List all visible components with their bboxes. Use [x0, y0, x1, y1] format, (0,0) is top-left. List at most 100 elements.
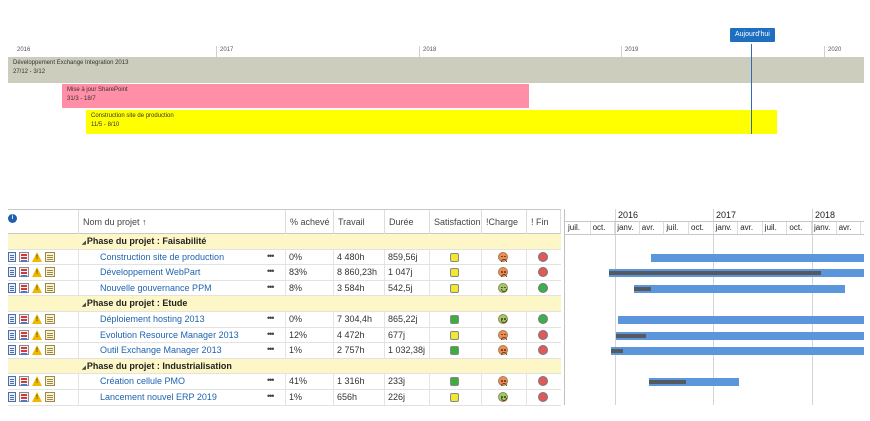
duration-cell: 677j — [385, 327, 430, 343]
warning-icon[interactable] — [32, 376, 42, 387]
document-icon[interactable] — [45, 376, 55, 387]
gantt-task-bar[interactable] — [609, 269, 864, 278]
project-detail-icon[interactable] — [8, 376, 16, 387]
timeline-bar-sharepoint-update[interactable]: Mise à jour SharePoint 31/3 - 18/7 — [62, 84, 529, 108]
gantt-year-label: 2016 — [618, 210, 639, 220]
table-row[interactable]: Evolution Resource Manager 2013 ••• 12%4 4… — [8, 327, 561, 344]
phase-row[interactable]: ◢Phase du projet : Industrialisation — [8, 358, 561, 376]
task-list-icon[interactable] — [19, 392, 29, 402]
project-detail-icon[interactable] — [8, 282, 16, 293]
column-header-charge[interactable]: !Charge — [482, 210, 527, 234]
column-header-fin[interactable]: ! Fin — [527, 210, 561, 234]
project-name-cell: Outil Exchange Manager 2013 ••• — [78, 343, 286, 359]
warning-icon[interactable] — [32, 329, 42, 340]
document-icon[interactable] — [45, 282, 55, 293]
column-header-name[interactable]: Nom du projet ↑ — [78, 210, 286, 234]
sad-face-icon — [498, 251, 508, 262]
gantt-task-bar[interactable] — [611, 347, 864, 356]
document-icon[interactable] — [45, 345, 55, 356]
work-cell: 4 480h — [334, 249, 385, 265]
grid-header: i Nom du projet ↑ % achevé Travail Durée… — [8, 209, 561, 234]
warning-icon[interactable] — [32, 392, 42, 402]
ellipsis-menu-icon[interactable]: ••• — [267, 266, 275, 277]
timeline-tick — [419, 46, 420, 60]
table-row[interactable]: Nouvelle gouvernance PPM ••• 8%3 584h542,5… — [8, 280, 561, 297]
warning-icon[interactable] — [32, 251, 42, 262]
gantt-task-bar[interactable] — [649, 378, 739, 387]
end-status-dot-icon — [538, 282, 548, 293]
phase-row[interactable]: ◢Phase du projet : Faisabilité — [8, 234, 561, 250]
ellipsis-menu-icon[interactable]: ••• — [267, 328, 275, 339]
collapse-caret-icon[interactable]: ◢ — [82, 240, 86, 246]
timeline-bar-exchange-integration[interactable]: Développement Exchange Integration 2013 … — [8, 57, 864, 83]
project-detail-icon[interactable] — [8, 314, 16, 324]
gantt-quarter-label: oct. — [689, 221, 714, 234]
warning-icon[interactable] — [32, 282, 42, 293]
project-timeline: 2016 2017 2018 2019 2020 Développement E… — [8, 6, 864, 201]
task-list-icon[interactable] — [19, 345, 29, 356]
column-header-duration[interactable]: Durée — [385, 210, 430, 234]
gantt-year-gridline — [812, 209, 813, 405]
document-icon[interactable] — [45, 314, 55, 324]
phase-row[interactable]: ◢Phase du projet : Etude — [8, 296, 561, 312]
happy-face-icon — [498, 314, 508, 324]
timeline-bar-construction-site[interactable]: Construction site de production 11/5 - 8… — [86, 110, 777, 134]
project-detail-icon[interactable] — [8, 345, 16, 356]
project-name-link[interactable]: Déploiement hosting 2013 — [100, 314, 205, 324]
document-icon[interactable] — [45, 251, 55, 262]
project-name-link[interactable]: Nouvelle gouvernance PPM — [100, 282, 212, 293]
project-detail-icon[interactable] — [8, 329, 16, 340]
ellipsis-menu-icon[interactable]: ••• — [267, 313, 275, 323]
task-list-icon[interactable] — [19, 267, 29, 278]
ellipsis-menu-icon[interactable]: ••• — [267, 250, 275, 261]
gantt-task-bar[interactable] — [634, 284, 845, 293]
project-name-link[interactable]: Construction site de production — [100, 251, 225, 262]
column-header-satisfaction[interactable]: Satisfaction — [430, 210, 482, 234]
table-row[interactable]: Outil Exchange Manager 2013 ••• 1%2 757h1 … — [8, 343, 561, 359]
project-name-cell: Nouvelle gouvernance PPM ••• — [78, 280, 286, 296]
project-name-link[interactable]: Développement WebPart — [100, 267, 201, 278]
project-name-link[interactable]: Outil Exchange Manager 2013 — [100, 345, 222, 356]
task-list-icon[interactable] — [19, 314, 29, 324]
gantt-task-bar[interactable] — [618, 316, 864, 324]
ellipsis-menu-icon[interactable]: ••• — [267, 344, 275, 355]
document-icon[interactable] — [45, 329, 55, 340]
duration-cell: 865,22j — [385, 312, 430, 327]
charge-cell — [482, 265, 527, 281]
task-list-icon[interactable] — [19, 282, 29, 293]
gantt-task-bar[interactable] — [616, 331, 864, 340]
project-detail-icon[interactable] — [8, 251, 16, 262]
project-detail-icon[interactable] — [8, 267, 16, 278]
document-icon[interactable] — [45, 267, 55, 278]
ellipsis-menu-icon[interactable]: ••• — [267, 391, 275, 401]
warning-icon[interactable] — [32, 267, 42, 278]
timeline-tick — [216, 46, 217, 60]
task-list-icon[interactable] — [19, 376, 29, 387]
collapse-caret-icon[interactable]: ◢ — [82, 302, 86, 309]
column-header-work[interactable]: Travail — [334, 210, 385, 234]
ellipsis-menu-icon[interactable]: ••• — [267, 281, 275, 292]
project-detail-icon[interactable] — [8, 392, 16, 402]
task-list-icon[interactable] — [19, 251, 29, 262]
document-icon[interactable] — [45, 392, 55, 402]
warning-icon[interactable] — [32, 345, 42, 356]
task-list-icon[interactable] — [19, 329, 29, 340]
row-action-icons — [8, 251, 68, 263]
info-icon[interactable]: i — [8, 214, 17, 223]
project-name-link[interactable]: Lancement nouvel ERP 2019 — [100, 392, 217, 402]
table-row[interactable]: Déploiement hosting 2013 ••• 0%7 304,4h865… — [8, 312, 561, 328]
table-row[interactable]: Construction site de production ••• 0%4 48… — [8, 249, 561, 266]
project-name-link[interactable]: Evolution Resource Manager 2013 — [100, 329, 239, 340]
phase-label: ◢Phase du projet : Industrialisation — [82, 359, 232, 376]
row-action-icons — [8, 345, 68, 356]
collapse-caret-icon[interactable]: ◢ — [82, 364, 86, 371]
gantt-task-bar[interactable] — [651, 253, 864, 262]
fin-cell — [527, 312, 561, 327]
ellipsis-menu-icon[interactable]: ••• — [267, 375, 275, 386]
project-name-link[interactable]: Création cellule PMO — [100, 376, 186, 387]
column-header-percent[interactable]: % achevé — [286, 210, 334, 234]
warning-icon[interactable] — [32, 314, 42, 324]
